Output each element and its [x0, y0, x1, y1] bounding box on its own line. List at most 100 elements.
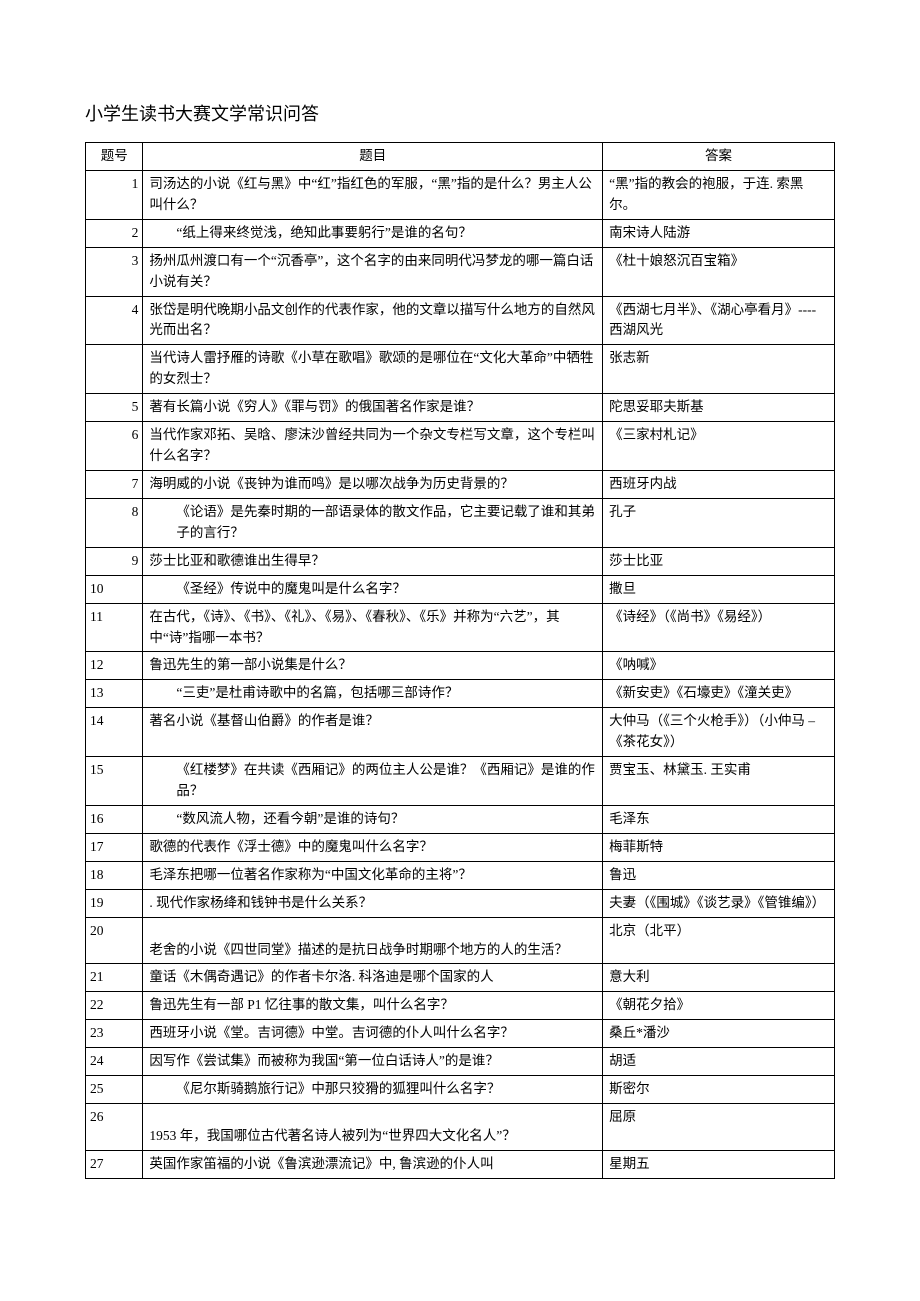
cell-num: 1 — [86, 170, 143, 219]
cell-num: 4 — [86, 296, 143, 345]
table-row: 15《红楼梦》在共读《西厢记》的两位主人公是谁？《西厢记》是谁的作品？贾宝玉、林… — [86, 757, 835, 806]
table-row: 16“数风流人物，还看今朝”是谁的诗句？毛泽东 — [86, 805, 835, 833]
table-row: 4张岱是明代晚期小品文创作的代表作家，他的文章以描写什么地方的自然风光而出名？《… — [86, 296, 835, 345]
table-row: 17歌德的代表作《浮士德》中的魔鬼叫什么名字？梅菲斯特 — [86, 833, 835, 861]
cell-num: 21 — [86, 964, 143, 992]
table-row: 22鲁迅先生有一部 P1 忆往事的散文集，叫什么名字？《朝花夕拾》 — [86, 992, 835, 1020]
cell-answer: 梅菲斯特 — [603, 833, 835, 861]
cell-question: 童话《木偶奇遇记》的作者卡尔洛. 科洛迪是哪个国家的人 — [143, 964, 603, 992]
cell-answer: “黑”指的教会的袍服，于连. 索黑尔。 — [603, 170, 835, 219]
cell-answer: 大仲马（《三个火枪手》）（小仲马 –《茶花女》） — [603, 708, 835, 757]
cell-answer: 斯密尔 — [603, 1076, 835, 1104]
cell-question: “纸上得来终觉浅，绝知此事要躬行”是谁的名句？ — [143, 219, 603, 247]
cell-question: 在古代，《诗》、《书》、《礼》、《易》、《春秋》、《乐》并称为“六艺”，其中“诗… — [143, 603, 603, 652]
cell-answer: 桑丘*潘沙 — [603, 1020, 835, 1048]
cell-answer: 屈原 — [603, 1104, 835, 1151]
cell-question: 《尼尔斯骑鹅旅行记》中那只狡猾的狐狸叫什么名字？ — [143, 1076, 603, 1104]
cell-question: 《论语》是先秦时期的一部语录体的散文作品，它主要记载了谁和其弟子的言行？ — [143, 498, 603, 547]
table-row: 8《论语》是先秦时期的一部语录体的散文作品，它主要记载了谁和其弟子的言行？孔子 — [86, 498, 835, 547]
cell-question: 《圣经》传说中的魔鬼叫是什么名字？ — [143, 575, 603, 603]
cell-num: 20 — [86, 917, 143, 964]
cell-question: 海明威的小说《丧钟为谁而鸣》是以哪次战争为历史背景的？ — [143, 470, 603, 498]
table-row: 11在古代，《诗》、《书》、《礼》、《易》、《春秋》、《乐》并称为“六艺”，其中… — [86, 603, 835, 652]
cell-question: 鲁迅先生的第一部小说集是什么？ — [143, 652, 603, 680]
cell-num: 9 — [86, 547, 143, 575]
cell-answer: 《朝花夕拾》 — [603, 992, 835, 1020]
cell-question: “三吏”是杜甫诗歌中的名篇，包括哪三部诗作？ — [143, 680, 603, 708]
cell-answer: 星期五 — [603, 1150, 835, 1178]
cell-answer: 莎士比亚 — [603, 547, 835, 575]
cell-question: 1953 年，我国哪位古代著名诗人被列为“世界四大文化名人”？ — [143, 1104, 603, 1151]
cell-question: 当代作家邓拓、吴晗、廖沫沙曾经共同为一个杂文专栏写文章，这个专栏叫什么名字？ — [143, 422, 603, 471]
cell-question: 莎士比亚和歌德谁出生得早？ — [143, 547, 603, 575]
table-row: 25《尼尔斯骑鹅旅行记》中那只狡猾的狐狸叫什么名字？斯密尔 — [86, 1076, 835, 1104]
cell-answer: 《诗经》（《尚书》《易经》） — [603, 603, 835, 652]
cell-question: 张岱是明代晚期小品文创作的代表作家，他的文章以描写什么地方的自然风光而出名？ — [143, 296, 603, 345]
table-row: 3扬州瓜州渡口有一个“沉香亭”，这个名字的由来同明代冯梦龙的哪一篇白话小说有关？… — [86, 247, 835, 296]
cell-num: 26 — [86, 1104, 143, 1151]
cell-num: 7 — [86, 470, 143, 498]
cell-answer: 北京（北平） — [603, 917, 835, 964]
cell-answer: 意大利 — [603, 964, 835, 992]
cell-answer: 撒旦 — [603, 575, 835, 603]
cell-question: . 现代作家杨绛和钱钟书是什么关系？ — [143, 889, 603, 917]
cell-question: 《红楼梦》在共读《西厢记》的两位主人公是谁？《西厢记》是谁的作品？ — [143, 757, 603, 806]
table-row: 21童话《木偶奇遇记》的作者卡尔洛. 科洛迪是哪个国家的人意大利 — [86, 964, 835, 992]
table-row: 20老舍的小说《四世同堂》描述的是抗日战争时期哪个地方的人的生活？北京（北平） — [86, 917, 835, 964]
table-row: 14著名小说《基督山伯爵》的作者是谁？大仲马（《三个火枪手》）（小仲马 –《茶花… — [86, 708, 835, 757]
table-row: 18毛泽东把哪一位著名作家称为“中国文化革命的主将”？鲁迅 — [86, 861, 835, 889]
cell-question: 歌德的代表作《浮士德》中的魔鬼叫什么名字？ — [143, 833, 603, 861]
cell-num — [86, 345, 143, 394]
cell-answer: 胡适 — [603, 1048, 835, 1076]
cell-answer: 夫妻（《围城》《谈艺录》《管锥编》） — [603, 889, 835, 917]
cell-num: 8 — [86, 498, 143, 547]
cell-num: 2 — [86, 219, 143, 247]
cell-question: 鲁迅先生有一部 P1 忆往事的散文集，叫什么名字？ — [143, 992, 603, 1020]
cell-num: 17 — [86, 833, 143, 861]
table-row: 12鲁迅先生的第一部小说集是什么？《呐喊》 — [86, 652, 835, 680]
cell-answer: 贾宝玉、林黛玉. 王实甫 — [603, 757, 835, 806]
col-header-question: 题目 — [143, 143, 603, 171]
cell-num: 10 — [86, 575, 143, 603]
cell-question: 著有长篇小说《穷人》《罪与罚》的俄国著名作家是谁？ — [143, 394, 603, 422]
cell-question: 毛泽东把哪一位著名作家称为“中国文化革命的主将”？ — [143, 861, 603, 889]
cell-answer: 张志新 — [603, 345, 835, 394]
cell-num: 19 — [86, 889, 143, 917]
page-title: 小学生读书大赛文学常识问答 — [85, 100, 835, 126]
cell-num: 27 — [86, 1150, 143, 1178]
cell-question: 西班牙小说《堂。吉诃德》中堂。吉诃德的仆人叫什么名字？ — [143, 1020, 603, 1048]
table-row: 5著有长篇小说《穷人》《罪与罚》的俄国著名作家是谁？陀思妥耶夫斯基 — [86, 394, 835, 422]
cell-num: 25 — [86, 1076, 143, 1104]
cell-answer: 《三家村札记》 — [603, 422, 835, 471]
cell-num: 24 — [86, 1048, 143, 1076]
table-row: 13“三吏”是杜甫诗歌中的名篇，包括哪三部诗作？《新安吏》《石壕吏》《潼关吏》 — [86, 680, 835, 708]
cell-question: “数风流人物，还看今朝”是谁的诗句？ — [143, 805, 603, 833]
cell-answer: 陀思妥耶夫斯基 — [603, 394, 835, 422]
cell-num: 22 — [86, 992, 143, 1020]
cell-num: 5 — [86, 394, 143, 422]
cell-answer: 《呐喊》 — [603, 652, 835, 680]
table-row: 当代诗人雷抒雁的诗歌《小草在歌唱》歌颂的是哪位在“文化大革命”中牺牲的女烈士？张… — [86, 345, 835, 394]
cell-num: 15 — [86, 757, 143, 806]
cell-question: 因写作《尝试集》而被称为我国“第一位白话诗人”的是谁？ — [143, 1048, 603, 1076]
cell-question: 老舍的小说《四世同堂》描述的是抗日战争时期哪个地方的人的生活？ — [143, 917, 603, 964]
table-header-row: 题号 题目 答案 — [86, 143, 835, 171]
cell-num: 3 — [86, 247, 143, 296]
cell-question: 著名小说《基督山伯爵》的作者是谁？ — [143, 708, 603, 757]
cell-answer: 南宋诗人陆游 — [603, 219, 835, 247]
table-row: 23西班牙小说《堂。吉诃德》中堂。吉诃德的仆人叫什么名字？桑丘*潘沙 — [86, 1020, 835, 1048]
cell-num: 12 — [86, 652, 143, 680]
table-row: 2“纸上得来终觉浅，绝知此事要躬行”是谁的名句？南宋诗人陆游 — [86, 219, 835, 247]
table-row: 27英国作家笛福的小说《鲁滨逊漂流记》中, 鲁滨逊的仆人叫星期五 — [86, 1150, 835, 1178]
cell-answer: 毛泽东 — [603, 805, 835, 833]
cell-question: 英国作家笛福的小说《鲁滨逊漂流记》中, 鲁滨逊的仆人叫 — [143, 1150, 603, 1178]
cell-num: 16 — [86, 805, 143, 833]
table-row: 9莎士比亚和歌德谁出生得早？莎士比亚 — [86, 547, 835, 575]
col-header-answer: 答案 — [603, 143, 835, 171]
col-header-num: 题号 — [86, 143, 143, 171]
cell-answer: 《西湖七月半》、《湖心亭看月》----西湖风光 — [603, 296, 835, 345]
table-row: 1司汤达的小说《红与黑》中“红”指红色的军服，“黑”指的是什么？男主人公叫什么？… — [86, 170, 835, 219]
cell-num: 13 — [86, 680, 143, 708]
cell-num: 14 — [86, 708, 143, 757]
table-row: 7海明威的小说《丧钟为谁而鸣》是以哪次战争为历史背景的？西班牙内战 — [86, 470, 835, 498]
